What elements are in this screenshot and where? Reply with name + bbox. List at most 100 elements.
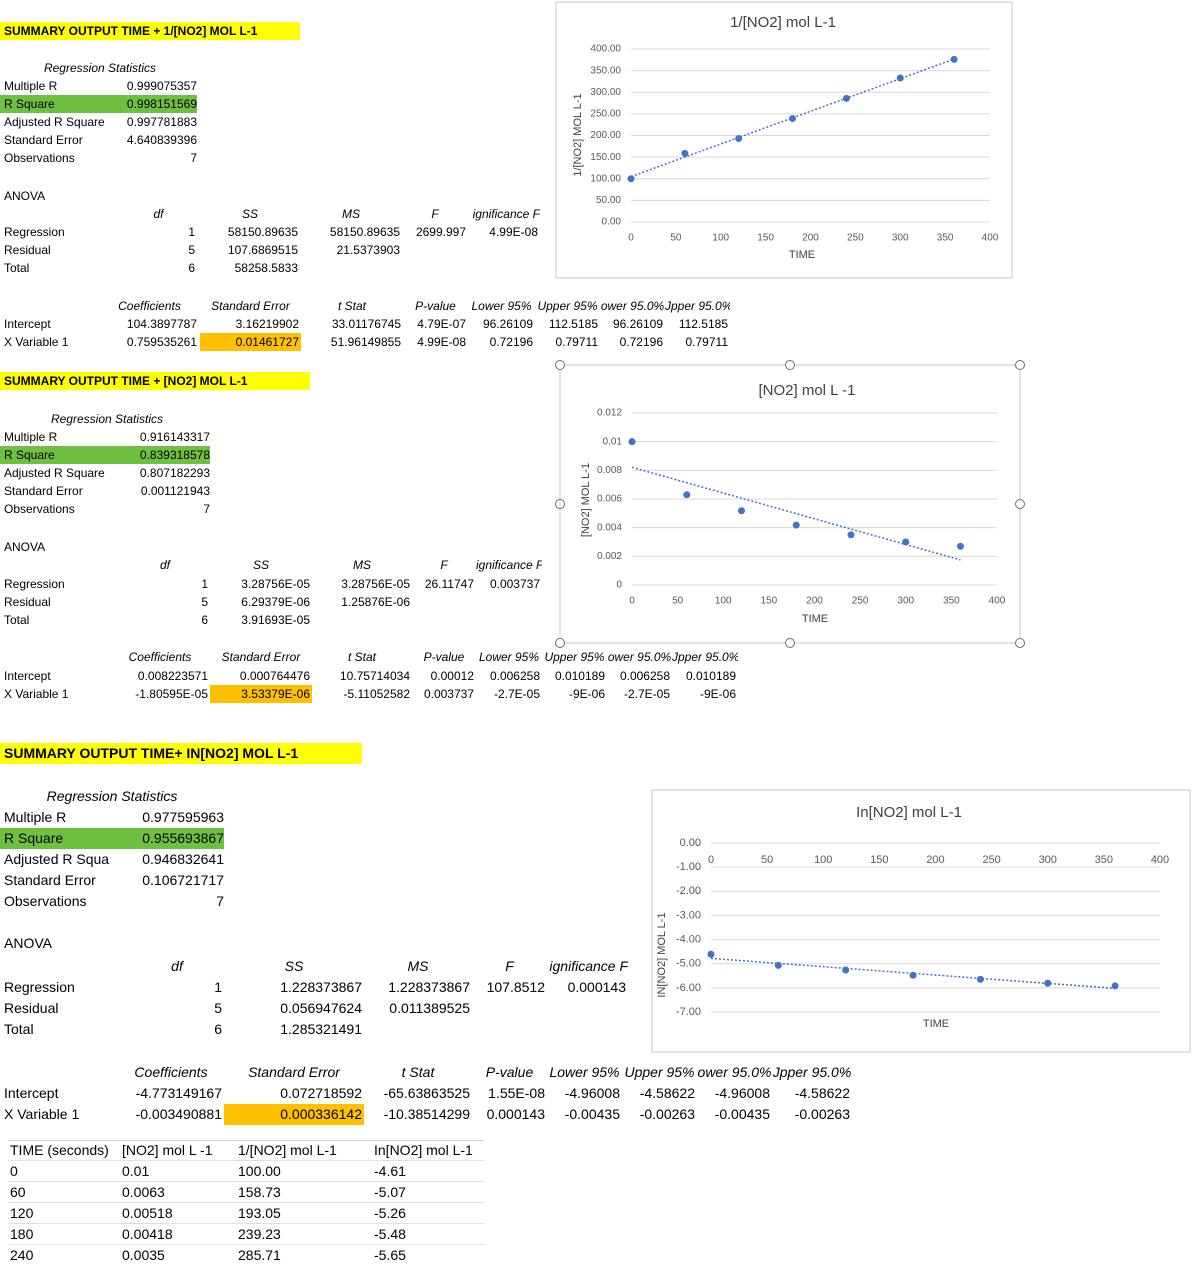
- coef-value: -0.00435: [714, 1105, 770, 1122]
- coef-value: 0.072718592: [280, 1084, 362, 1101]
- table-header: TIME (seconds): [10, 1141, 109, 1158]
- stat-label: Observations: [4, 502, 75, 516]
- selection-handle: [1015, 638, 1025, 648]
- anova-label: Residual: [4, 243, 51, 257]
- coef-value: 0.72196: [619, 335, 663, 349]
- anova-label: Total: [4, 261, 30, 275]
- x-tick-label: 200: [926, 854, 944, 866]
- selection-handle: [555, 638, 565, 648]
- y-tick-label: -1.00: [676, 861, 701, 873]
- coef-header: Coefficients: [128, 650, 192, 664]
- data-point: [896, 74, 904, 82]
- anova-value: 1.25876E-06: [341, 595, 410, 609]
- table-cell: 239.23: [238, 1225, 281, 1242]
- anova-value: 5: [214, 999, 222, 1016]
- coef-header: Lower 95%: [549, 1063, 620, 1080]
- coef-value: -4.773149167: [135, 1084, 222, 1101]
- coef-value: -0.00435: [564, 1105, 620, 1122]
- coef-header: P-value: [415, 299, 456, 313]
- anova-label: Residual: [4, 595, 51, 609]
- y-tick-label: -5.00: [676, 958, 701, 970]
- coef-header: t Stat: [347, 650, 376, 664]
- coef-value: -2.7E-05: [493, 687, 540, 701]
- anova-value: 58150.89635: [329, 225, 400, 239]
- title-highlight: [0, 372, 310, 390]
- data-point: [774, 961, 782, 969]
- x-tick-label: 100: [712, 233, 729, 244]
- coef-value: 0.79711: [555, 335, 599, 349]
- stat-value: 4.640839396: [126, 133, 197, 147]
- table-cell: -5.48: [374, 1225, 406, 1242]
- x-tick-label: 50: [672, 596, 684, 607]
- x-tick-label: 0: [708, 854, 714, 866]
- coef-header: Lower 95%: [478, 650, 540, 664]
- coef-label: X Variable 1: [4, 687, 69, 701]
- y-tick-label: 150.00: [590, 152, 621, 163]
- anova-value: 0.003737: [489, 577, 540, 591]
- coef-value: 0.006258: [489, 669, 540, 683]
- stat-value: 7: [190, 151, 197, 165]
- stat-label: Standard Error: [4, 484, 83, 498]
- table-cell: -5.65: [374, 1246, 406, 1263]
- coef-header: t Stat: [337, 299, 366, 313]
- y-tick-label: 0.00: [602, 217, 622, 228]
- table-cell: 60: [10, 1183, 26, 1200]
- section-title: SUMMARY OUTPUT TIME+ IN[NO2] MOL L-1: [4, 744, 299, 761]
- data-point: [950, 55, 958, 63]
- stats-heading: Regression Statistics: [50, 412, 164, 426]
- y-tick-label: -6.00: [676, 982, 701, 994]
- r-square-highlight: [0, 446, 210, 464]
- y-tick-label: 0.006: [597, 494, 622, 505]
- coef-value: 104.3897787: [126, 317, 197, 331]
- coef-value: 96.26109: [482, 317, 533, 331]
- coef-value: 51.96149855: [330, 335, 401, 349]
- chart-title: [NO2] mol L -1: [759, 382, 856, 399]
- coef-header: Standard Error: [221, 650, 301, 664]
- x-tick-label: 200: [806, 596, 823, 607]
- title-highlight: [0, 742, 362, 764]
- data-point: [628, 438, 636, 446]
- data-point: [842, 966, 850, 974]
- coef-value: -5.11052582: [343, 687, 410, 701]
- coef-label: Intercept: [4, 1084, 59, 1101]
- table-rule: [8, 1244, 484, 1245]
- coef-value: 0.010189: [685, 669, 736, 683]
- data-point: [681, 149, 689, 157]
- coef-value: -65.63863525: [383, 1084, 470, 1101]
- coef-header: P-value: [423, 650, 465, 664]
- anova-header: MS: [342, 207, 360, 221]
- anova-value: 1: [201, 577, 208, 591]
- anova-heading: ANOVA: [4, 540, 46, 554]
- anova-heading: ANOVA: [4, 189, 46, 203]
- coef-value: -0.00263: [639, 1105, 695, 1122]
- table-header: 1/[NO2] mol L-1: [238, 1141, 337, 1158]
- section-title: SUMMARY OUTPUT TIME + 1/[NO2] MOL L-1: [4, 24, 258, 38]
- x-tick-label: 100: [715, 596, 732, 607]
- data-point: [847, 531, 855, 539]
- data-point: [735, 135, 743, 143]
- coef-value: 0.00012: [430, 669, 474, 683]
- table-cell: 240: [10, 1246, 34, 1263]
- selection-handle: [785, 638, 795, 648]
- table-cell: 0.01: [122, 1162, 150, 1179]
- r-square-highlight: [0, 827, 224, 849]
- std-error-highlight: [200, 333, 301, 351]
- table-cell: 0: [10, 1162, 18, 1179]
- stat-label: Standard Error: [4, 133, 83, 147]
- y-tick-label: 50.00: [596, 195, 621, 206]
- anova-value: 3.28756E-05: [341, 577, 410, 591]
- anova-value: 26.11747: [424, 577, 474, 591]
- chart-area: [555, 1, 1013, 279]
- std-error-highlight: [224, 1103, 364, 1125]
- coef-header: ower 95.0%: [600, 299, 665, 313]
- coef-value: 4.99E-08: [417, 335, 466, 349]
- y-tick-label: 200.00: [590, 130, 621, 141]
- data-point: [789, 115, 797, 123]
- stats-heading: Regression Statistics: [46, 787, 178, 804]
- anova-header: F: [505, 957, 514, 974]
- y-tick-label: -3.00: [676, 909, 701, 921]
- stat-value: 0.946832641: [142, 850, 224, 867]
- y-tick-label: 0.002: [597, 551, 622, 562]
- coef-value: 0.008223571: [137, 669, 208, 683]
